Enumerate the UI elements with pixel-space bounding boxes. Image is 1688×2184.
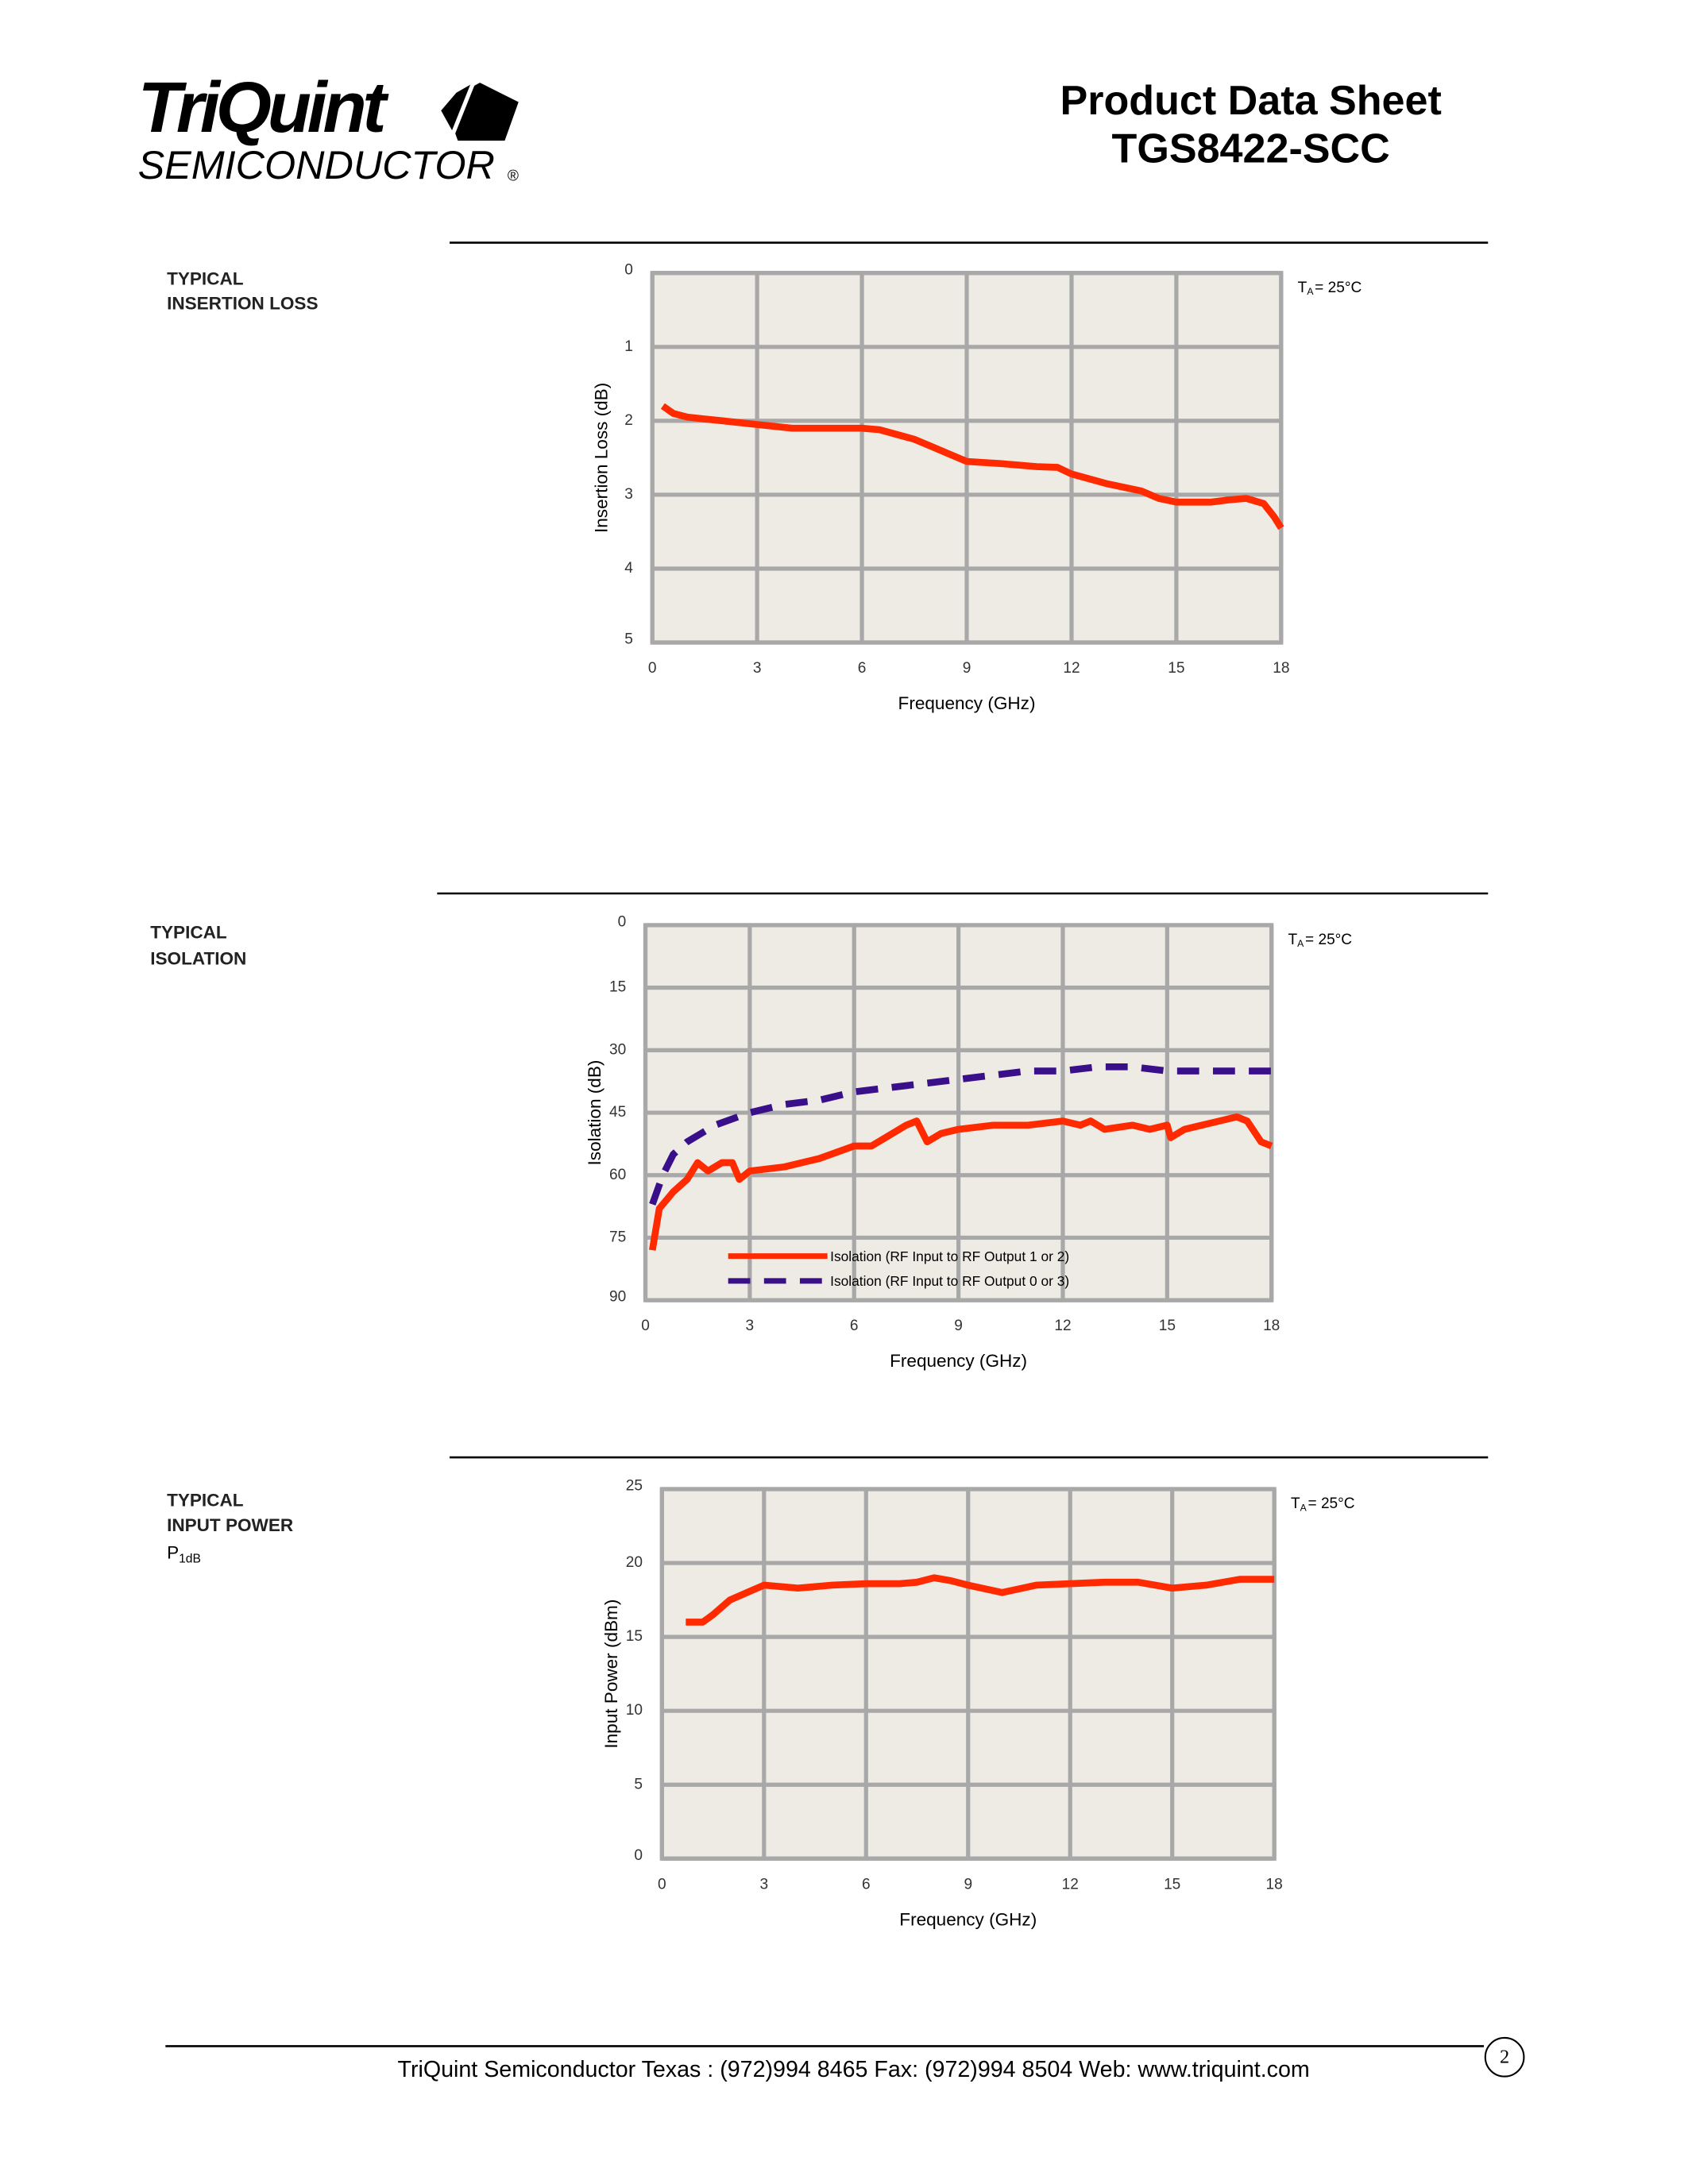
x-tick-label: 6 [862,1876,871,1893]
data-line [648,1113,1273,1251]
page-number: 2 [1500,2047,1509,2068]
annotation-rest: = 25°C [1308,1495,1355,1512]
annotation: TA = 25°C [1291,1495,1355,1513]
section-label: TYPICAL [150,922,227,942]
x-tick-label: 3 [753,660,762,677]
x-tick-label: 9 [963,660,971,677]
legend-label: Isolation (RF Input to RF Output 0 or 3) [830,1273,1069,1289]
y-tick-label: 1 [624,338,633,355]
y-tick-label: 3 [624,486,633,503]
annotation-sub: A [1307,286,1314,297]
doc-title: Product Data Sheet [1060,78,1441,124]
x-tick-label: 12 [1054,1318,1071,1334]
y-tick-label: 10 [626,1702,643,1719]
x-tick-label: 12 [1062,1876,1079,1893]
legend-label: Isolation (RF Input to RF Output 1 or 2) [830,1248,1069,1264]
y-tick-label: 90 [609,1289,626,1306]
x-axis-label: Frequency (GHz) [890,1351,1027,1371]
y-tick-label: 0 [624,261,633,278]
x-axis-label: Frequency (GHz) [898,693,1036,713]
x-tick-label: 0 [641,1318,650,1334]
x-tick-label: 3 [759,1876,768,1893]
data-line [660,403,1284,531]
x-axis-label: Frequency (GHz) [899,1909,1037,1929]
x-tick-label: 3 [746,1318,755,1334]
x-tick-label: 6 [850,1318,859,1334]
section-label: INSERTION LOSS [167,294,318,314]
annotation: TA = 25°C [1288,932,1353,949]
logo-sub: SEMICONDUCTOR [138,142,495,187]
x-tick-label: 18 [1263,1318,1280,1334]
y-tick-label: 5 [634,1776,643,1792]
part-number: TGS8422-SCC [1112,126,1390,172]
y-tick-label: 0 [618,914,627,931]
y-tick-label: 45 [609,1104,626,1121]
section-label: TYPICAL [167,268,244,288]
section-symbol: P1dB [167,1543,201,1566]
y-tick-label: 5 [624,631,633,648]
y-tick-label: 25 [626,1478,643,1495]
y-axis-label: Input Power (dBm) [601,1599,621,1749]
annotation-sub: A [1297,938,1304,949]
y-tick-label: 75 [609,1229,626,1245]
logo-mark: ® [508,168,519,184]
symbol-sub: 1dB [179,1553,201,1566]
logo-main: TriQuint [138,68,390,148]
x-tick-label: 15 [1168,660,1184,677]
data-line [686,1574,1275,1626]
section-label: INPUT POWER [167,1515,293,1535]
y-tick-label: 15 [626,1628,643,1645]
annotation-sub: A [1300,1503,1308,1514]
plot-frame [643,923,1274,1302]
x-tick-label: 0 [648,660,657,677]
symbol: P [167,1543,179,1563]
annotation-main: T [1298,280,1308,296]
x-tick-label: 15 [1164,1876,1180,1893]
x-tick-label: 15 [1159,1318,1176,1334]
y-tick-label: 4 [624,560,633,577]
y-tick-label: 0 [634,1847,643,1864]
section-label: TYPICAL [167,1491,244,1511]
x-tick-label: 6 [858,660,867,677]
data-line [649,1063,1272,1206]
annotation-rest: = 25°C [1305,932,1352,948]
x-tick-label: 12 [1063,660,1080,677]
y-tick-label: 20 [626,1554,643,1571]
y-tick-label: 60 [609,1167,626,1183]
y-axis-label: Isolation (dB) [585,1060,605,1166]
plot-frame [650,271,1284,645]
x-tick-label: 9 [954,1318,963,1334]
x-tick-label: 18 [1273,660,1289,677]
x-tick-label: 18 [1266,1876,1283,1893]
annotation-rest: = 25°C [1315,280,1362,296]
page-circle [1484,2036,1525,2078]
plot-frame [659,1487,1277,1861]
logo-icon [435,75,519,141]
y-axis-label: Insertion Loss (dB) [592,383,612,533]
y-tick-label: 30 [609,1041,626,1058]
annotation-main: T [1288,932,1298,948]
section-label: ISOLATION [150,948,246,968]
annotation: TA = 25°C [1298,280,1362,297]
x-tick-label: 9 [964,1876,972,1893]
y-tick-label: 15 [609,979,626,996]
x-tick-label: 0 [658,1876,666,1893]
footer-text: TriQuint Semiconductor Texas : (972)994 … [398,2057,1310,2082]
y-tick-label: 2 [624,412,633,429]
annotation-main: T [1291,1495,1300,1512]
